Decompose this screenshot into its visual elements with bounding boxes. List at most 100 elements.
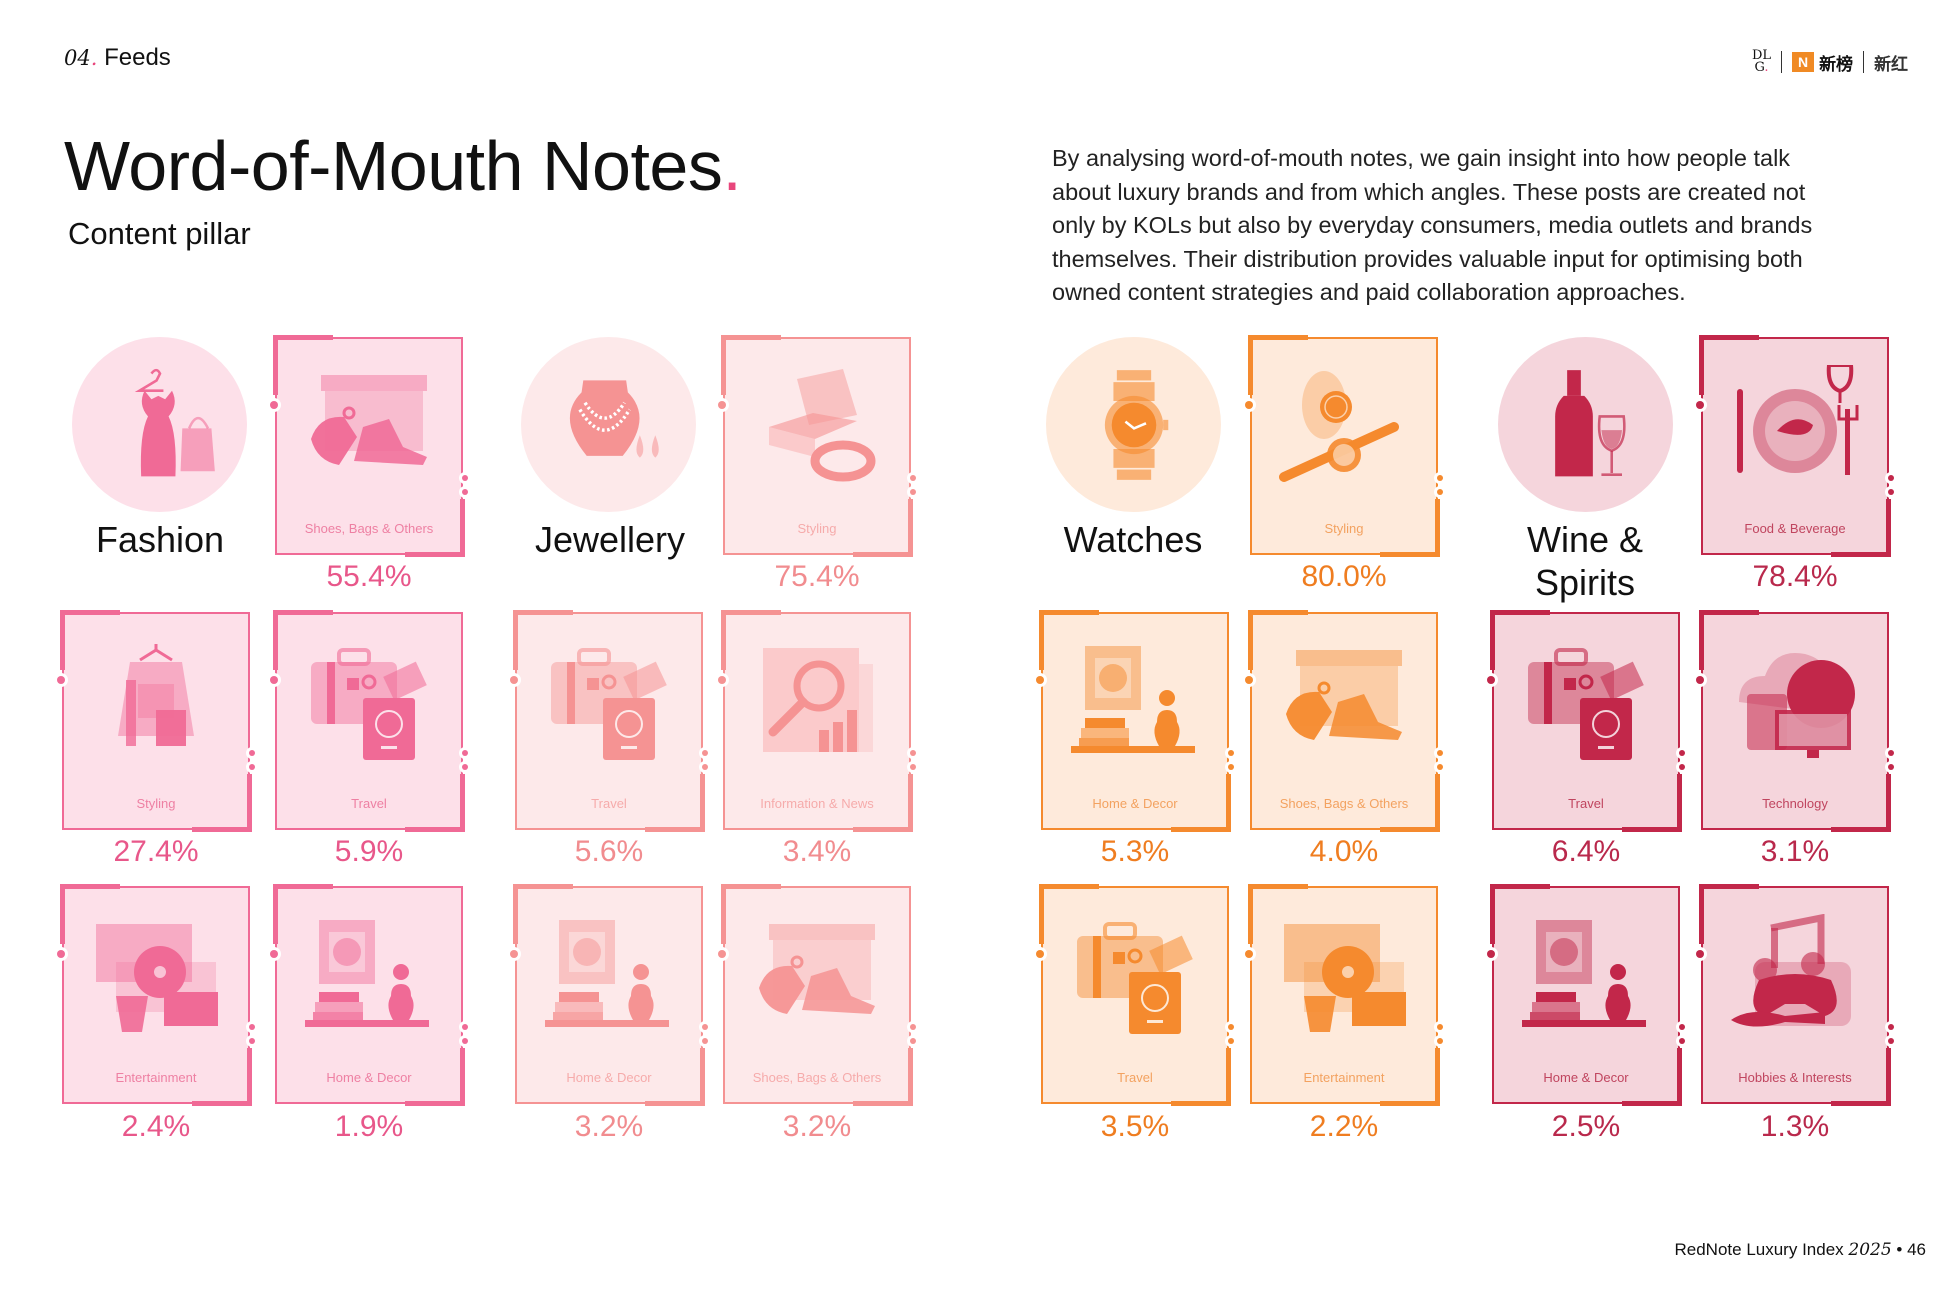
watches-display-icon [1274,365,1414,485]
tile-value: 80.0% [1301,560,1387,593]
tile-value: 75.4% [774,560,860,593]
wine-spirits-circle [1498,337,1673,512]
newrank-logo: N 新榜 [1792,50,1853,75]
tile-value: 5.6% [574,835,644,868]
suitcase-passport-icon [539,640,679,760]
section-name: Feeds [104,44,171,71]
film-reel-icon [1274,914,1414,1034]
pillar-tile: Shoes, Bags & Others [718,884,916,1106]
film-reel-icon [86,914,226,1034]
tile-label: Travel [1568,796,1604,811]
tile-value: 27.4% [113,835,199,868]
shoebox-icon [299,365,439,485]
coat-hanger-icon [86,640,226,760]
tile-value: 55.4% [326,560,412,593]
dress-handbag-icon [100,365,220,485]
tile-value: 3.2% [782,1110,852,1143]
shoebox-icon [1274,640,1414,760]
section-number: 04 [64,46,91,70]
partner-logos: DL G. N 新榜 新红 [1752,46,1908,78]
pillar-tile: Entertainment [57,884,255,1106]
tile-value: 5.9% [334,835,404,868]
tile-value: 6.4% [1551,835,1621,868]
tile-value: 3.1% [1760,835,1830,868]
section-label: 04. Feeds [64,44,171,72]
tile-value: 1.3% [1760,1110,1830,1143]
tile-value: 2.2% [1309,1110,1379,1143]
footer-separator: • [1896,1240,1903,1259]
tile-label: Entertainment [115,1070,197,1085]
wine-bottle-glass-icon [1526,365,1646,485]
necklace-earrings-icon [549,365,669,485]
pillar-tile: Home & Decor [1487,884,1685,1106]
tile-label: Home & Decor [1543,1070,1629,1085]
category-name: Watches [1063,519,1203,560]
tile-label: Travel [351,796,387,811]
tile-label: Home & Decor [566,1070,652,1085]
jewellery-box-icon [747,365,887,485]
shoebox-icon [747,914,887,1034]
watches-circle [1046,337,1221,512]
logo-divider [1863,51,1865,73]
xinhong-logo: 新红 [1874,54,1909,74]
tile-label: Styling [1324,521,1364,536]
suitcase-passport-icon [1516,640,1656,760]
pillar-tile: Styling [1245,335,1443,557]
pillar-tile: Shoes, Bags & Others [1245,610,1443,832]
pillar-tile: Travel [1487,610,1685,832]
pillar-tile: Travel [1036,884,1234,1106]
tile-value: 4.0% [1309,835,1379,868]
shelf-vase-icon [1516,914,1656,1034]
tile-label: Home & Decor [1092,796,1178,811]
tile-label: Information & News [760,796,874,811]
page-footer: RedNote Luxury Index 2025 • 46 [1675,1240,1927,1260]
tile-value: 3.5% [1100,1110,1170,1143]
globe-devices-icon [1725,640,1865,760]
pillar-tile: Home & Decor [510,884,708,1106]
gamepad-music-icon [1725,914,1865,1034]
jewellery-circle [521,337,696,512]
tile-label: Home & Decor [326,1070,412,1085]
pillar-tile: Shoes, Bags & Others [270,335,468,557]
fashion-circle [72,337,247,512]
tile-value: 2.4% [121,1110,191,1143]
publication-year: 2025 [1848,1240,1892,1260]
tile-value: 5.3% [1100,835,1170,868]
newrank-mark-icon: N [1792,52,1815,72]
category-name: Fashion [95,519,225,560]
suitcase-passport-icon [1065,914,1205,1034]
tile-label: Styling [797,521,837,536]
category-name: Jewellery [534,519,686,560]
pillar-tile: Entertainment [1245,884,1443,1106]
newspaper-magnifier-icon [747,640,887,760]
tile-label: Travel [1117,1070,1153,1085]
tile-label: Hobbies & Interests [1738,1070,1852,1085]
section-dot: . [90,46,98,70]
pillar-tile: Styling [718,335,916,557]
tile-label: Travel [591,796,627,811]
pillar-tile: Home & Decor [1036,610,1234,832]
logo-divider [1781,51,1783,73]
suitcase-passport-icon [299,640,439,760]
pillar-tile: Technology [1696,610,1894,832]
tile-value: 1.9% [334,1110,404,1143]
tile-label: Shoes, Bags & Others [304,521,434,536]
tile-label: Shoes, Bags & Others [752,1070,882,1085]
tile-value: 78.4% [1752,560,1838,593]
publication-name: RedNote Luxury Index [1674,1240,1844,1259]
pillar-tile: Travel [510,610,708,832]
pillar-tile: Styling [57,610,255,832]
intro-paragraph: By analysing word-of-mouth notes, we gai… [1052,145,1813,305]
tile-label: Technology [1762,796,1828,811]
dlg-logo: DL G. [1752,48,1772,75]
tile-label: Styling [136,796,176,811]
category-name: Wine & Spirits [1526,519,1644,603]
pillar-tile: Travel [270,610,468,832]
tile-label: Shoes, Bags & Others [1279,796,1409,811]
shelf-vase-icon [299,914,439,1034]
tile-value: 3.2% [574,1110,644,1143]
tile-label: Entertainment [1303,1070,1385,1085]
tile-label: Food & Beverage [1744,521,1846,536]
pillar-tile: Home & Decor [270,884,468,1106]
page-number: 46 [1907,1240,1926,1259]
